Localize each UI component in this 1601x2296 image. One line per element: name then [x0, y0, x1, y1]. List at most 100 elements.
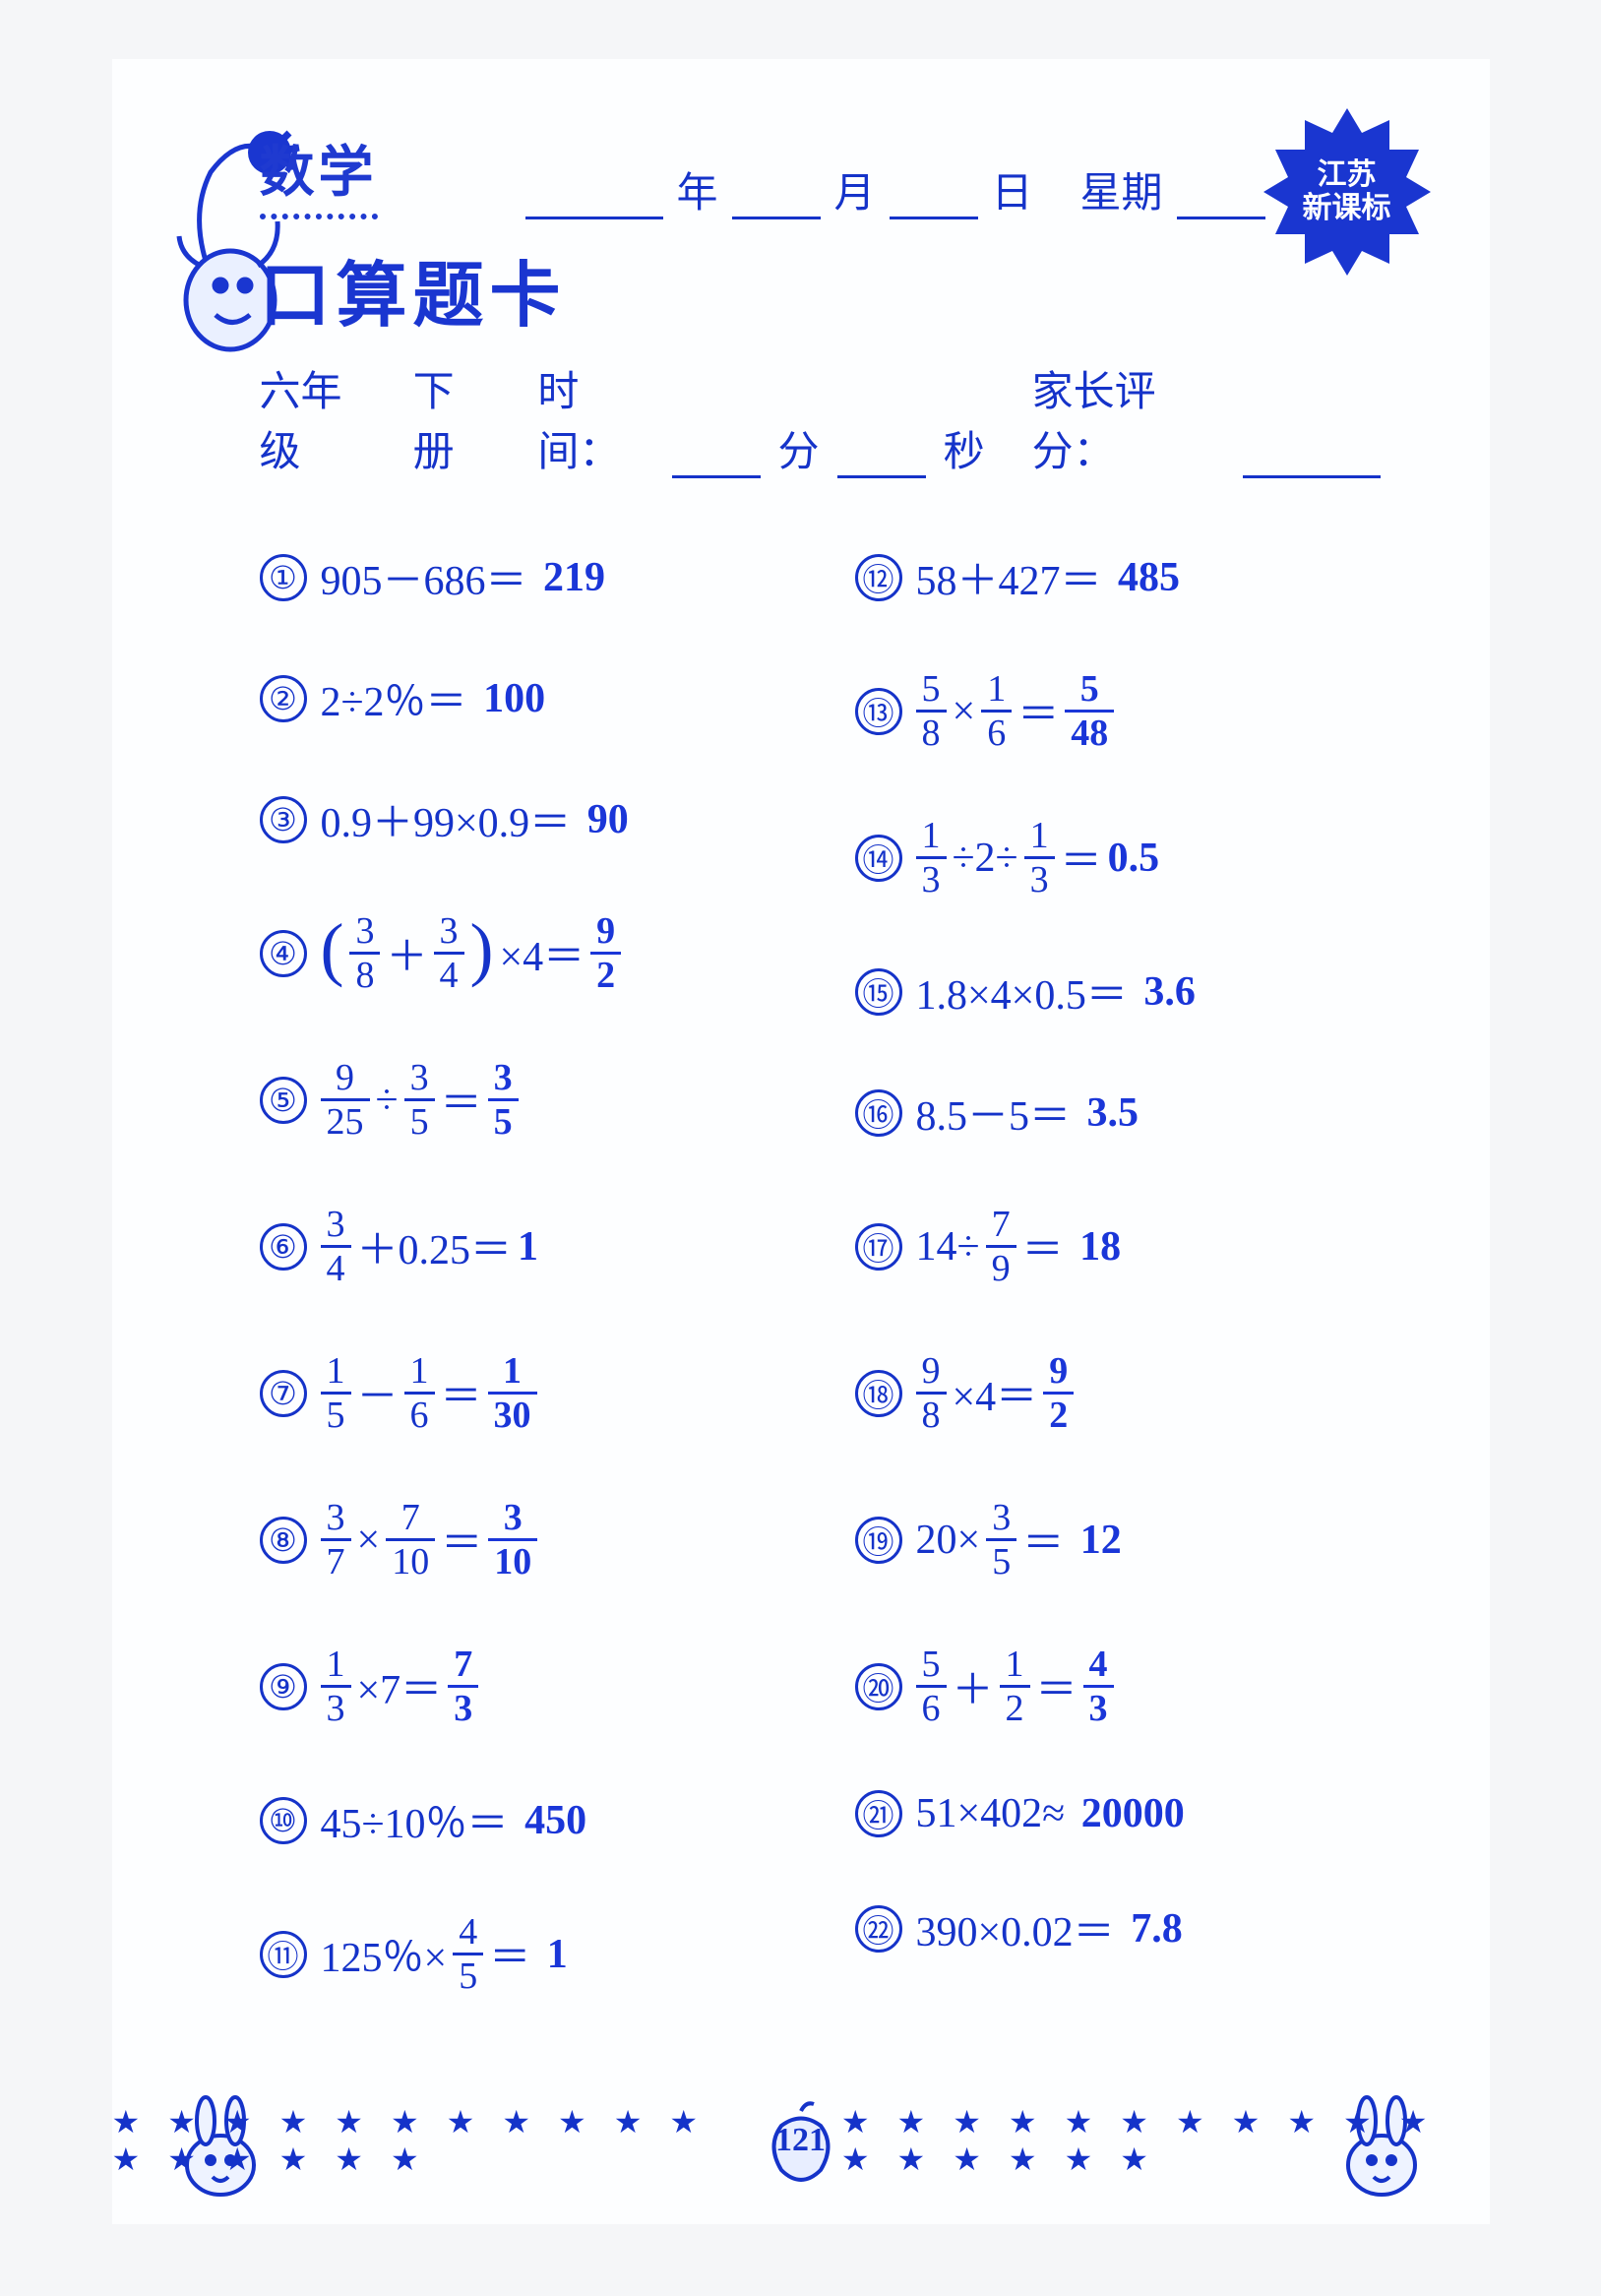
expression: 14÷ 79 ＝ 18: [916, 1204, 1122, 1289]
problem-number: ⑭: [855, 835, 902, 882]
answer: 7.8: [1121, 1905, 1183, 1953]
year-blank[interactable]: [525, 184, 663, 219]
fraction: 710: [386, 1497, 435, 1582]
problem-number: ⑮: [855, 968, 902, 1016]
problem-row: ⑥ 34 ＋0.25＝1: [260, 1204, 786, 1289]
problem-number: ⑫: [855, 554, 902, 601]
fraction: 98: [916, 1350, 947, 1436]
problems-col-left: ①905－686＝ 219 ② 2÷2％＝ 100 ③0.9＋99×0.9＝ 90 ④(…: [260, 547, 786, 1997]
problem-row: ⑨ 13 ×7＝ 73: [260, 1644, 786, 1729]
problem-row: ①905－686＝ 219: [260, 547, 786, 607]
problem-row: ⑮ 1.8×4×0.5＝ 3.6: [855, 962, 1382, 1022]
day-label: 日: [992, 159, 1033, 219]
answer: 18: [1070, 1223, 1122, 1271]
expression: 51×402≈ 20000: [916, 1790, 1185, 1837]
meta-row: 六年级 下册 时间： 分 秒 家长评分：: [260, 358, 1382, 478]
weekday-blank[interactable]: [1177, 184, 1265, 219]
fraction: 35: [986, 1497, 1016, 1582]
problem-number: ⑱: [855, 1370, 902, 1417]
fraction: 35: [404, 1057, 435, 1143]
answer: 3.6: [1134, 968, 1196, 1016]
year-label: 年: [677, 159, 718, 219]
answer: 90: [577, 796, 629, 843]
fraction: 925: [321, 1057, 370, 1143]
fraction: 38: [349, 910, 380, 996]
problem-row: ⑱ 98 ×4＝ 92: [855, 1350, 1382, 1436]
problem-number: ⑥: [260, 1223, 307, 1271]
fraction: 37: [321, 1497, 351, 1582]
expression: 2÷2％＝ 100: [321, 668, 546, 728]
fraction: 34: [434, 910, 464, 996]
fraction: 130: [488, 1350, 537, 1436]
problem-row: ㉑51×402≈ 20000: [855, 1790, 1382, 1837]
expression: 58 × 16 ＝ 548: [916, 668, 1115, 754]
stars-left: ★ ★ ★ ★ ★ ★ ★ ★ ★ ★ ★ ★ ★ ★ ★ ★ ★: [112, 2103, 761, 2178]
fraction: 16: [981, 668, 1012, 754]
parent-score-label: 家长评分：: [1032, 358, 1226, 478]
problem-row: ㉒ 390×0.02＝ 7.8: [855, 1898, 1382, 1958]
fraction: 13: [1024, 815, 1055, 900]
grade-label: 六年级: [260, 358, 376, 478]
expression: 925 ÷ 35 ＝ 35: [321, 1057, 519, 1143]
expression: 13 ×7＝ 73: [321, 1644, 479, 1729]
problem-row: ④( 38 ＋ 34 )×4＝ 92: [260, 910, 786, 996]
problem-number: ④: [260, 930, 307, 977]
fraction: 45: [453, 1911, 483, 1997]
problem-number: ②: [260, 675, 307, 722]
expression: 58＋427＝ 485: [916, 547, 1181, 607]
month-blank[interactable]: [732, 184, 821, 219]
expression: 37 × 710 ＝ 310: [321, 1497, 538, 1582]
fraction: 79: [986, 1204, 1016, 1289]
expression: 390×0.02＝ 7.8: [916, 1898, 1183, 1958]
problem-row: ⑭ 13 ÷2÷ 13 ＝0.5: [855, 815, 1382, 900]
expression: 13 ÷2÷ 13 ＝0.5: [916, 815, 1160, 900]
day-blank[interactable]: [890, 184, 978, 219]
problems-col-right: ⑫ 58＋427＝ 485 ⑬ 58 × 16 ＝ 548 ⑭ 13 ÷2÷ 13 …: [855, 547, 1382, 1997]
page-number: 121: [775, 2122, 826, 2159]
answer: 1: [536, 1931, 568, 1978]
answer: 219: [533, 554, 606, 601]
problem-row: ⑦ 15 － 16 ＝ 130: [260, 1350, 786, 1436]
problem-number: ⑳: [855, 1663, 902, 1710]
minute-unit: 分: [778, 418, 820, 478]
expression: 1.8×4×0.5＝ 3.6: [916, 962, 1196, 1022]
score-blank[interactable]: [1243, 443, 1381, 478]
header: 数学 年 月 日 星期 口算题卡 六年级 下册 时间： 分 秒 家长评分：: [260, 128, 1382, 478]
time-label: 时间：: [537, 358, 653, 478]
card-title: 口算题卡: [260, 237, 1382, 341]
problem-number: ①: [260, 554, 307, 601]
fraction: 310: [488, 1497, 537, 1582]
fraction: 35: [488, 1057, 519, 1143]
problem-row: ⑲20× 35 ＝ 12: [855, 1497, 1382, 1582]
expression: 98 ×4＝ 92: [916, 1350, 1075, 1436]
problem-number: ⑧: [260, 1517, 307, 1564]
problem-row: ⑯8.5－5＝ 3.5: [855, 1083, 1382, 1143]
problem-number: ⑩: [260, 1797, 307, 1844]
fraction: 58: [916, 668, 947, 754]
fraction: 13: [321, 1644, 351, 1729]
answer: 0.5: [1108, 835, 1160, 882]
minute-blank[interactable]: [672, 443, 761, 478]
problem-number: ⑰: [855, 1223, 902, 1271]
answer: 3.5: [1077, 1089, 1139, 1137]
fraction: 12: [1000, 1644, 1030, 1729]
problem-row: ② 2÷2％＝ 100: [260, 668, 786, 728]
expression: 125％× 45 ＝ 1: [321, 1911, 568, 1997]
problem-row: ③0.9＋99×0.9＝ 90: [260, 789, 786, 849]
problem-row: ⑤ 925 ÷ 35 ＝ 35: [260, 1057, 786, 1143]
stars-right: ★ ★ ★ ★ ★ ★ ★ ★ ★ ★ ★ ★ ★ ★ ★ ★ ★: [841, 2103, 1490, 2178]
expression: 56 ＋ 12 ＝ 43: [916, 1644, 1114, 1729]
problem-row: ⑳ 56 ＋ 12 ＝ 43: [855, 1644, 1382, 1729]
problems-grid: ①905－686＝ 219 ② 2÷2％＝ 100 ③0.9＋99×0.9＝ 90 ④(…: [260, 547, 1382, 1997]
second-blank[interactable]: [837, 443, 926, 478]
problem-number: ⑬: [855, 688, 902, 735]
expression: 45÷10％＝ 450: [321, 1790, 587, 1850]
expression: 15 － 16 ＝ 130: [321, 1350, 537, 1436]
fraction: 73: [448, 1644, 478, 1729]
fraction: 56: [916, 1644, 947, 1729]
answer: 450: [515, 1797, 587, 1844]
expression: 0.9＋99×0.9＝ 90: [321, 789, 629, 849]
expression: 20× 35 ＝ 12: [916, 1497, 1122, 1582]
subject-label: 数学: [260, 128, 378, 219]
problem-number: ㉒: [855, 1905, 902, 1953]
